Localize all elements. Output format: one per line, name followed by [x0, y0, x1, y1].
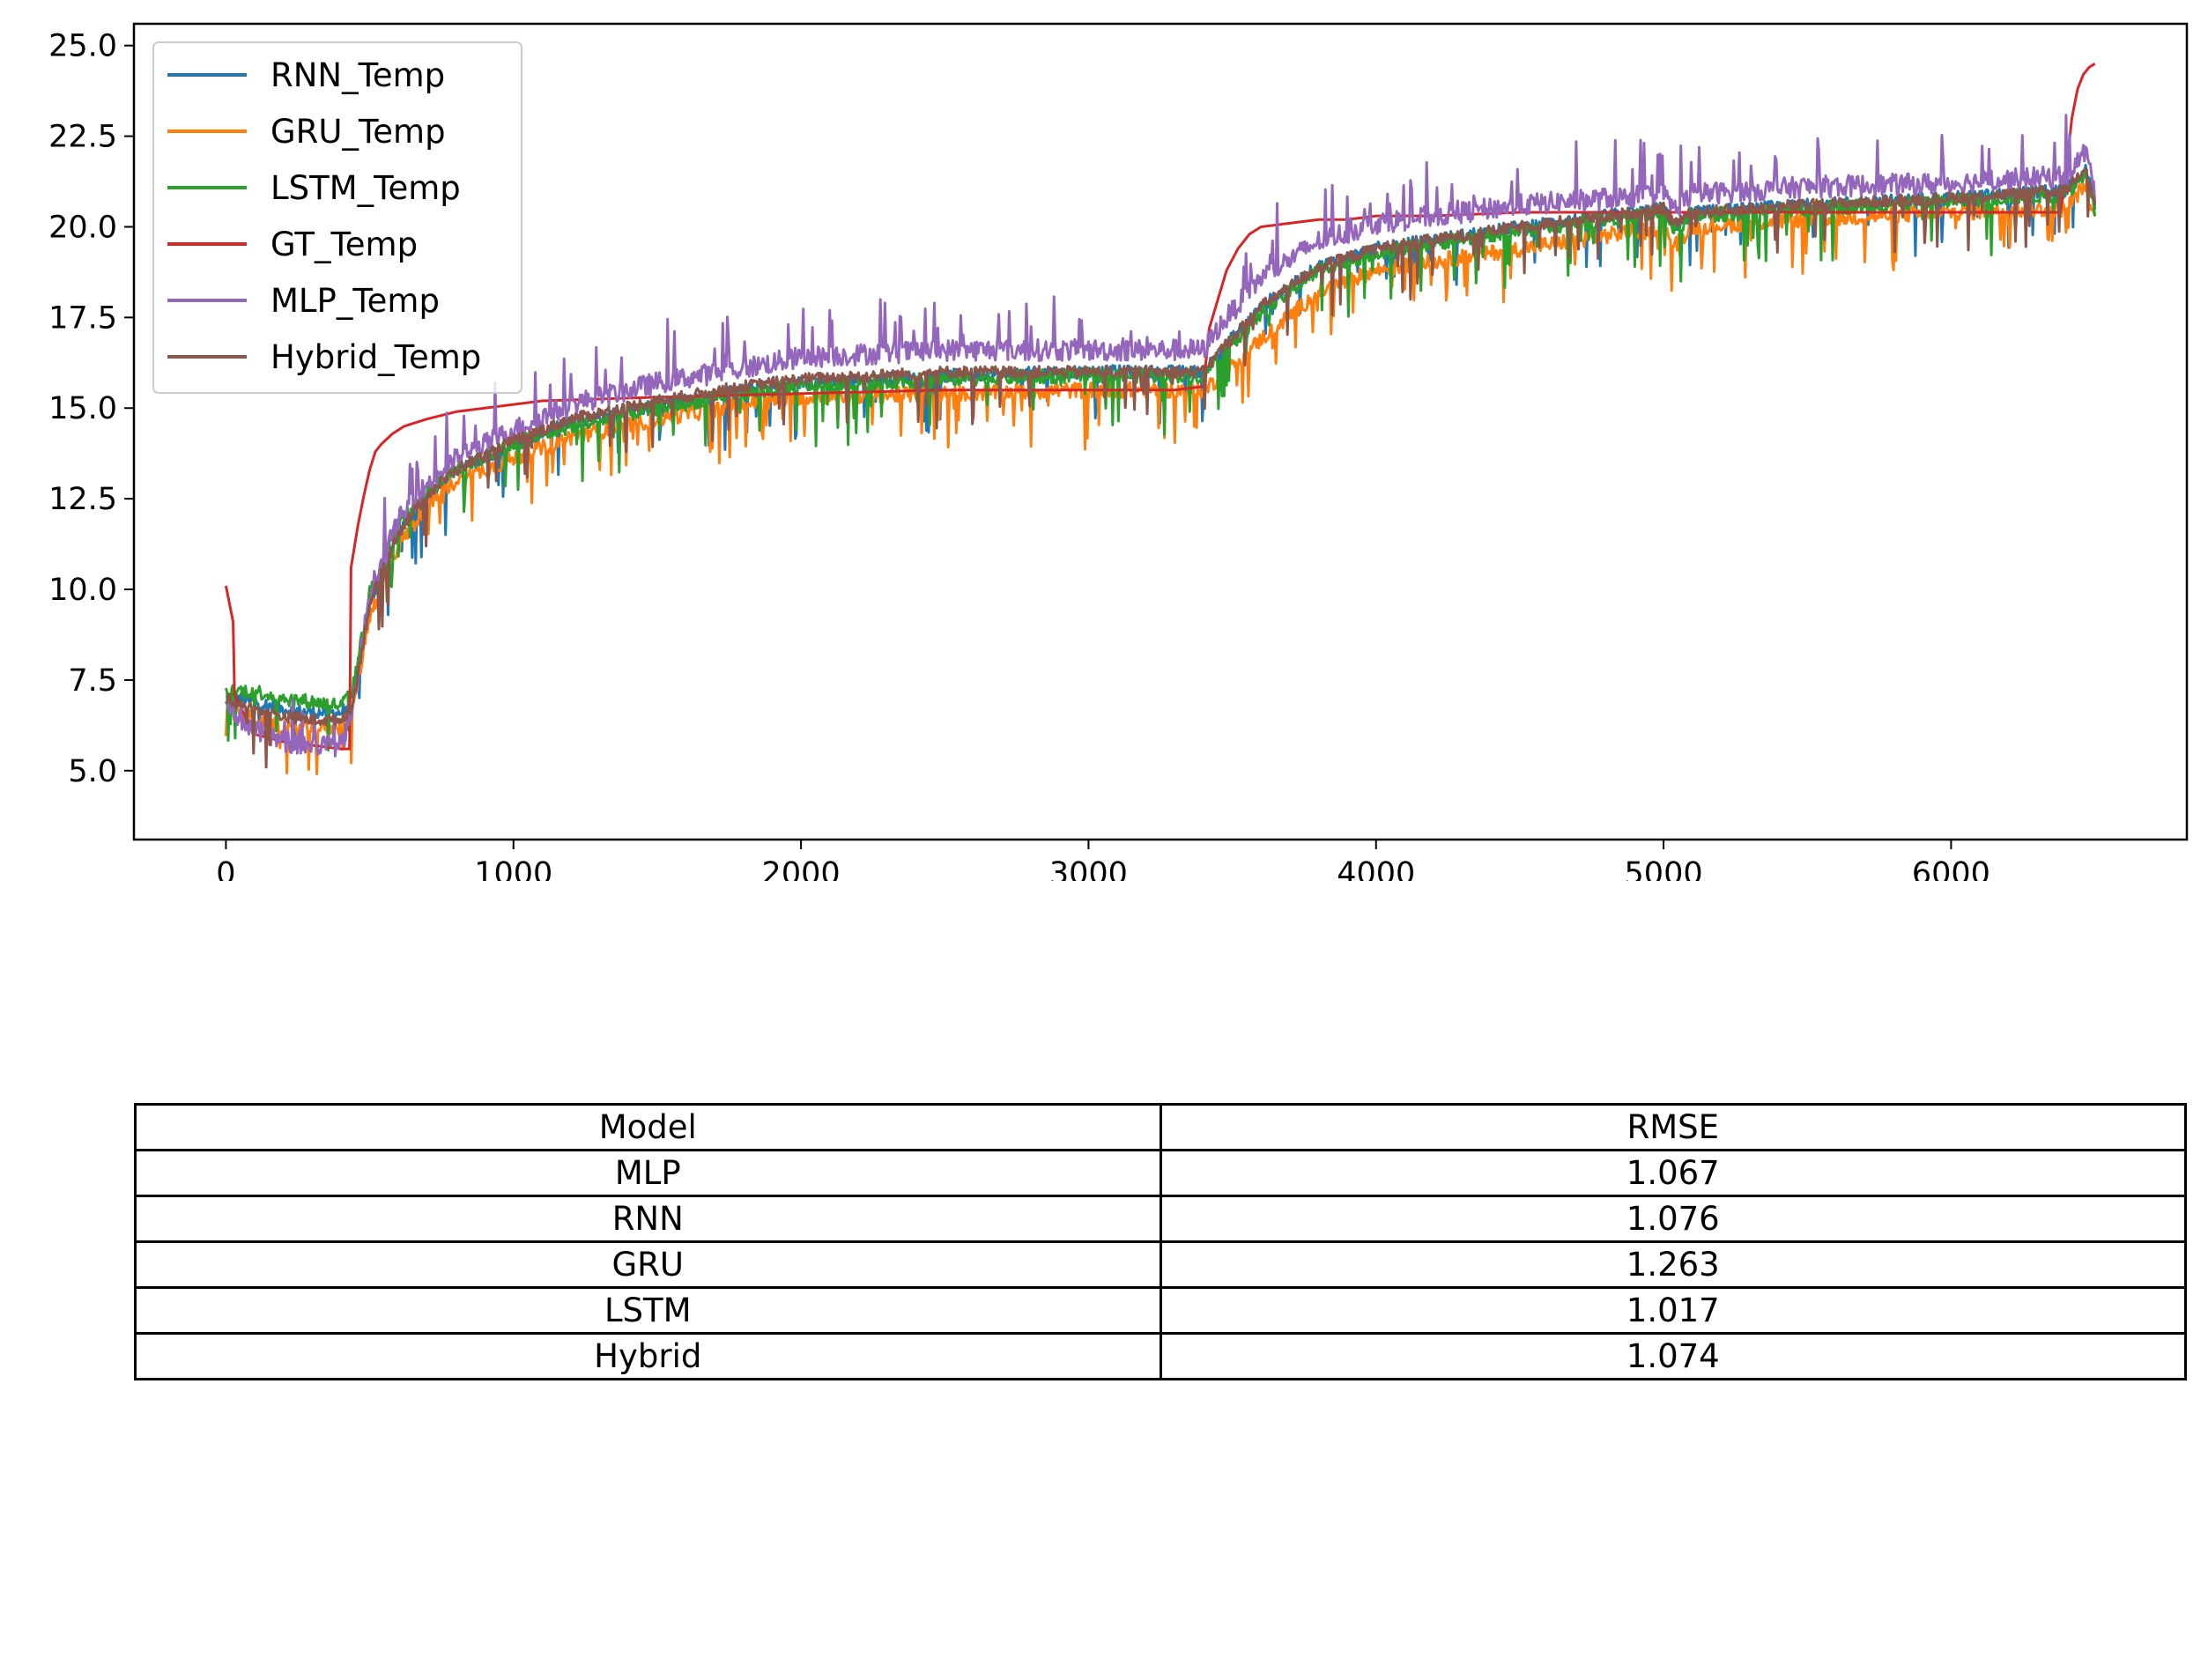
table-header-model: Model: [134, 1103, 1162, 1151]
y-tick-label: 10.0: [48, 573, 117, 608]
y-tick-label: 25.0: [48, 29, 117, 64]
table-header-rmse: RMSE: [1159, 1103, 2187, 1151]
legend-label-gt-temp: GT_Temp: [270, 226, 418, 263]
table-cell-rmse: 1.263: [1159, 1240, 2187, 1289]
table-row: MLP 1.067: [134, 1149, 2187, 1197]
table-row: LSTM 1.017: [134, 1286, 2187, 1335]
y-tick-label: 15.0: [48, 391, 117, 426]
rmse-table: Model RMSE MLP 1.067 RNN 1.076 GRU 1.263…: [134, 1103, 2187, 1380]
y-tick-label: 20.0: [48, 210, 117, 245]
table-cell-rmse: 1.067: [1159, 1149, 2187, 1197]
x-tick-label: 5000: [1625, 856, 1703, 881]
table-cell-rmse: 1.076: [1159, 1195, 2187, 1243]
series-line-hybrid-temp: [225, 167, 2097, 769]
legend-label-mlp-temp: MLP_Temp: [270, 282, 440, 320]
table-cell-model: MLP: [134, 1149, 1162, 1197]
table-row: RNN 1.076: [134, 1195, 2187, 1243]
y-tick-label: 17.5: [48, 300, 117, 336]
legend-label-lstm-temp: LSTM_Temp: [270, 169, 461, 207]
x-tick-label: 4000: [1337, 856, 1415, 881]
series-line-mlp-temp: [224, 114, 2097, 758]
y-tick-label: 12.5: [48, 482, 117, 517]
x-tick-label: 3000: [1049, 856, 1128, 881]
line-chart: 0 1000 2000 3000 4000 5000 6000 5.0 7.5 10.0 12.5 1…: [48, 22, 2189, 881]
table-cell-model: RNN: [134, 1195, 1162, 1243]
x-tick-label: 1000: [474, 856, 552, 881]
legend: RNN_Temp GRU_Temp LSTM_Temp GT_Temp MLP_Temp…: [152, 41, 522, 394]
table-cell-model: Hybrid: [134, 1332, 1162, 1380]
y-tick-label: 22.5: [48, 120, 117, 155]
x-tick-label: 2000: [762, 856, 841, 881]
legend-label-gru-temp: GRU_Temp: [270, 113, 446, 151]
y-tick-label: 5.0: [68, 754, 117, 789]
table-cell-model: LSTM: [134, 1286, 1162, 1335]
axes: 0 1000 2000 3000 4000 5000 6000 5.0 7.5 10.0 12.5 1…: [48, 22, 2189, 881]
legend-label-hybrid-temp: Hybrid_Temp: [270, 338, 481, 376]
series-line-gt-temp: [224, 63, 2096, 751]
series-line-gru-temp: [224, 177, 2097, 775]
plot-area: [224, 63, 2097, 775]
table-row: Hybrid 1.074: [134, 1332, 2187, 1380]
legend-label-rnn-temp: RNN_Temp: [270, 56, 445, 94]
x-tick-label: 0: [216, 856, 235, 881]
table-cell-rmse: 1.017: [1159, 1286, 2187, 1335]
table-row: GRU 1.263: [134, 1240, 2187, 1289]
x-tick-label: 6000: [1912, 856, 1990, 881]
table-cell-rmse: 1.074: [1159, 1332, 2187, 1380]
y-tick-label: 7.5: [68, 663, 117, 699]
table-header-row: Model RMSE: [134, 1103, 2187, 1151]
table-cell-model: GRU: [134, 1240, 1162, 1289]
axes-frame: [132, 22, 2189, 841]
